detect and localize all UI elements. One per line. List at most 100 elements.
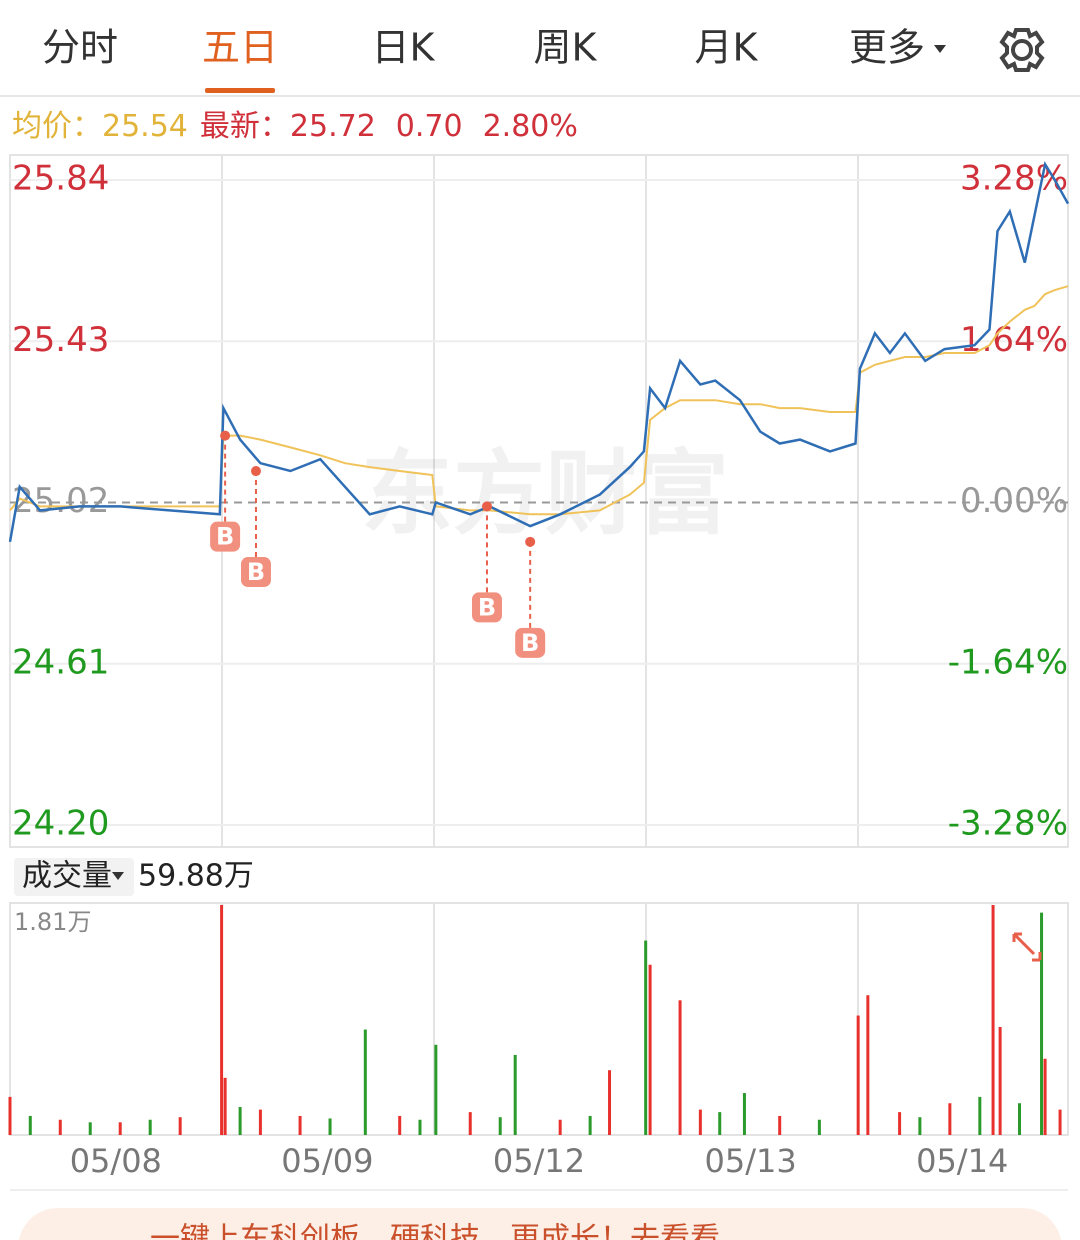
trade-badge xyxy=(240,557,271,588)
volume-bar xyxy=(258,1109,262,1135)
volume-bar xyxy=(148,1119,152,1135)
y2-tick-label: -3.28% xyxy=(948,804,1068,844)
y2-tick-label: -1.64% xyxy=(948,642,1068,682)
trade-label: B xyxy=(521,629,539,657)
y-tick-label: 25.43 xyxy=(12,320,109,360)
avg-label: 均价： xyxy=(12,109,102,144)
volume-bar xyxy=(88,1122,92,1135)
volume-bar xyxy=(608,1070,612,1135)
volume-bar xyxy=(918,1117,922,1135)
tab-underline xyxy=(205,88,275,93)
volume-bar xyxy=(644,940,648,1135)
latest-value: 25.72 xyxy=(290,109,376,144)
volume-bar xyxy=(223,1077,227,1135)
expand-arrow xyxy=(1012,932,1042,962)
trade-badge xyxy=(210,521,241,552)
volume-bar xyxy=(513,1054,517,1135)
summary-text: 均价：25.54 最新：25.72 0.70 2.80% xyxy=(12,109,578,144)
trade-dot xyxy=(250,466,261,477)
volume-bar xyxy=(998,1026,1002,1135)
volume-bar xyxy=(8,1096,12,1135)
volume-bar xyxy=(1018,1103,1022,1135)
volume-bar xyxy=(58,1119,62,1135)
tab[interactable]: 周K xyxy=(534,26,598,70)
volume-bar xyxy=(398,1115,402,1135)
y2-tick-label: 3.28% xyxy=(960,159,1068,199)
expand-button[interactable] xyxy=(998,918,1054,974)
volume-bar xyxy=(898,1112,902,1135)
volume-bar xyxy=(363,1029,367,1135)
trade-label: B xyxy=(478,593,496,621)
volume-bar xyxy=(948,1103,952,1135)
dropdown-arrow xyxy=(112,872,124,880)
volume-bar xyxy=(698,1109,702,1135)
y-tick-label: 25.84 xyxy=(12,159,109,199)
tab[interactable]: 月K xyxy=(695,26,759,70)
y-tick-label: 24.61 xyxy=(12,642,109,682)
volume-frame xyxy=(9,902,1069,1136)
volume-bar xyxy=(434,1044,438,1135)
banner-text[interactable]: 一键上车科创板，硬科技，更成长！去看看 xyxy=(150,1222,720,1240)
volume-bar xyxy=(328,1118,332,1135)
volume-bar xyxy=(118,1122,122,1135)
trade-dot xyxy=(481,501,492,512)
latest-label: 最新： xyxy=(200,109,290,144)
volume-bar xyxy=(742,1093,746,1135)
y-tick-label: 1.81万 xyxy=(14,908,91,936)
change: 0.70 xyxy=(396,109,463,144)
y-tick-label: 24.20 xyxy=(12,804,109,844)
volume-bar xyxy=(238,1107,242,1135)
tab[interactable]: 分时 xyxy=(42,26,118,70)
volume-bar xyxy=(220,905,224,1135)
avg-value: 25.54 xyxy=(102,109,188,144)
volume-bar xyxy=(298,1115,302,1135)
trade-badge xyxy=(515,627,546,658)
x-tick-label: 05/12 xyxy=(493,1142,585,1180)
y2-tick-label: 0.00% xyxy=(960,481,1068,521)
volume-label[interactable]: 成交量 xyxy=(22,859,112,894)
volume-bar xyxy=(978,1096,982,1135)
trade-dot xyxy=(525,536,536,547)
x-tick-label: 05/08 xyxy=(70,1142,162,1180)
tab-active[interactable]: 五日 xyxy=(202,26,278,70)
volume-total: 59.88万 xyxy=(138,859,254,894)
volume-bar xyxy=(856,1015,860,1135)
volume-bar xyxy=(498,1117,502,1135)
volume-bar xyxy=(178,1117,182,1135)
trade-label: B xyxy=(216,523,234,551)
x-tick-label: 05/09 xyxy=(281,1142,373,1180)
banner-bg[interactable] xyxy=(18,1208,1062,1240)
change-pct: 2.80% xyxy=(483,109,578,144)
volume-bar xyxy=(1040,912,1044,1135)
trade-label: B xyxy=(247,558,265,586)
volume-bar xyxy=(468,1112,472,1135)
settings-icon[interactable] xyxy=(999,28,1045,72)
volume-bar xyxy=(678,1000,682,1135)
trade-dot xyxy=(220,430,231,441)
expand-icon[interactable] xyxy=(1012,932,1042,962)
volume-bar xyxy=(1058,1109,1062,1135)
tab[interactable]: 更多 xyxy=(849,26,925,70)
dropdown-arrow xyxy=(934,45,946,53)
price-line xyxy=(9,285,1069,516)
trade-badge xyxy=(471,592,502,623)
y2-tick-label: 1.64% xyxy=(960,320,1068,360)
volume-bar xyxy=(718,1112,722,1135)
volume-bar xyxy=(817,1119,821,1135)
volume-bar xyxy=(778,1115,782,1135)
volume-bar xyxy=(648,964,652,1135)
price-frame xyxy=(9,154,1069,848)
x-tick-label: 05/14 xyxy=(916,1142,1008,1180)
volume-bar xyxy=(1043,1058,1047,1135)
volume-bar xyxy=(866,995,870,1135)
volume-bar xyxy=(418,1119,422,1135)
tab[interactable]: 日K xyxy=(372,26,436,70)
volume-bar xyxy=(28,1115,32,1135)
volume-selector[interactable] xyxy=(14,858,134,896)
volume-bar xyxy=(558,1119,562,1135)
volume-bar xyxy=(991,905,995,1135)
price-line xyxy=(8,160,1070,543)
volume-bar xyxy=(588,1115,592,1135)
